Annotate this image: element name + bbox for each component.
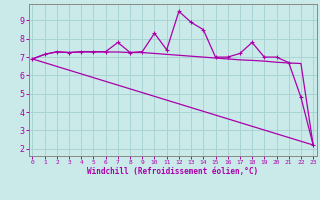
X-axis label: Windchill (Refroidissement éolien,°C): Windchill (Refroidissement éolien,°C) [87,167,258,176]
